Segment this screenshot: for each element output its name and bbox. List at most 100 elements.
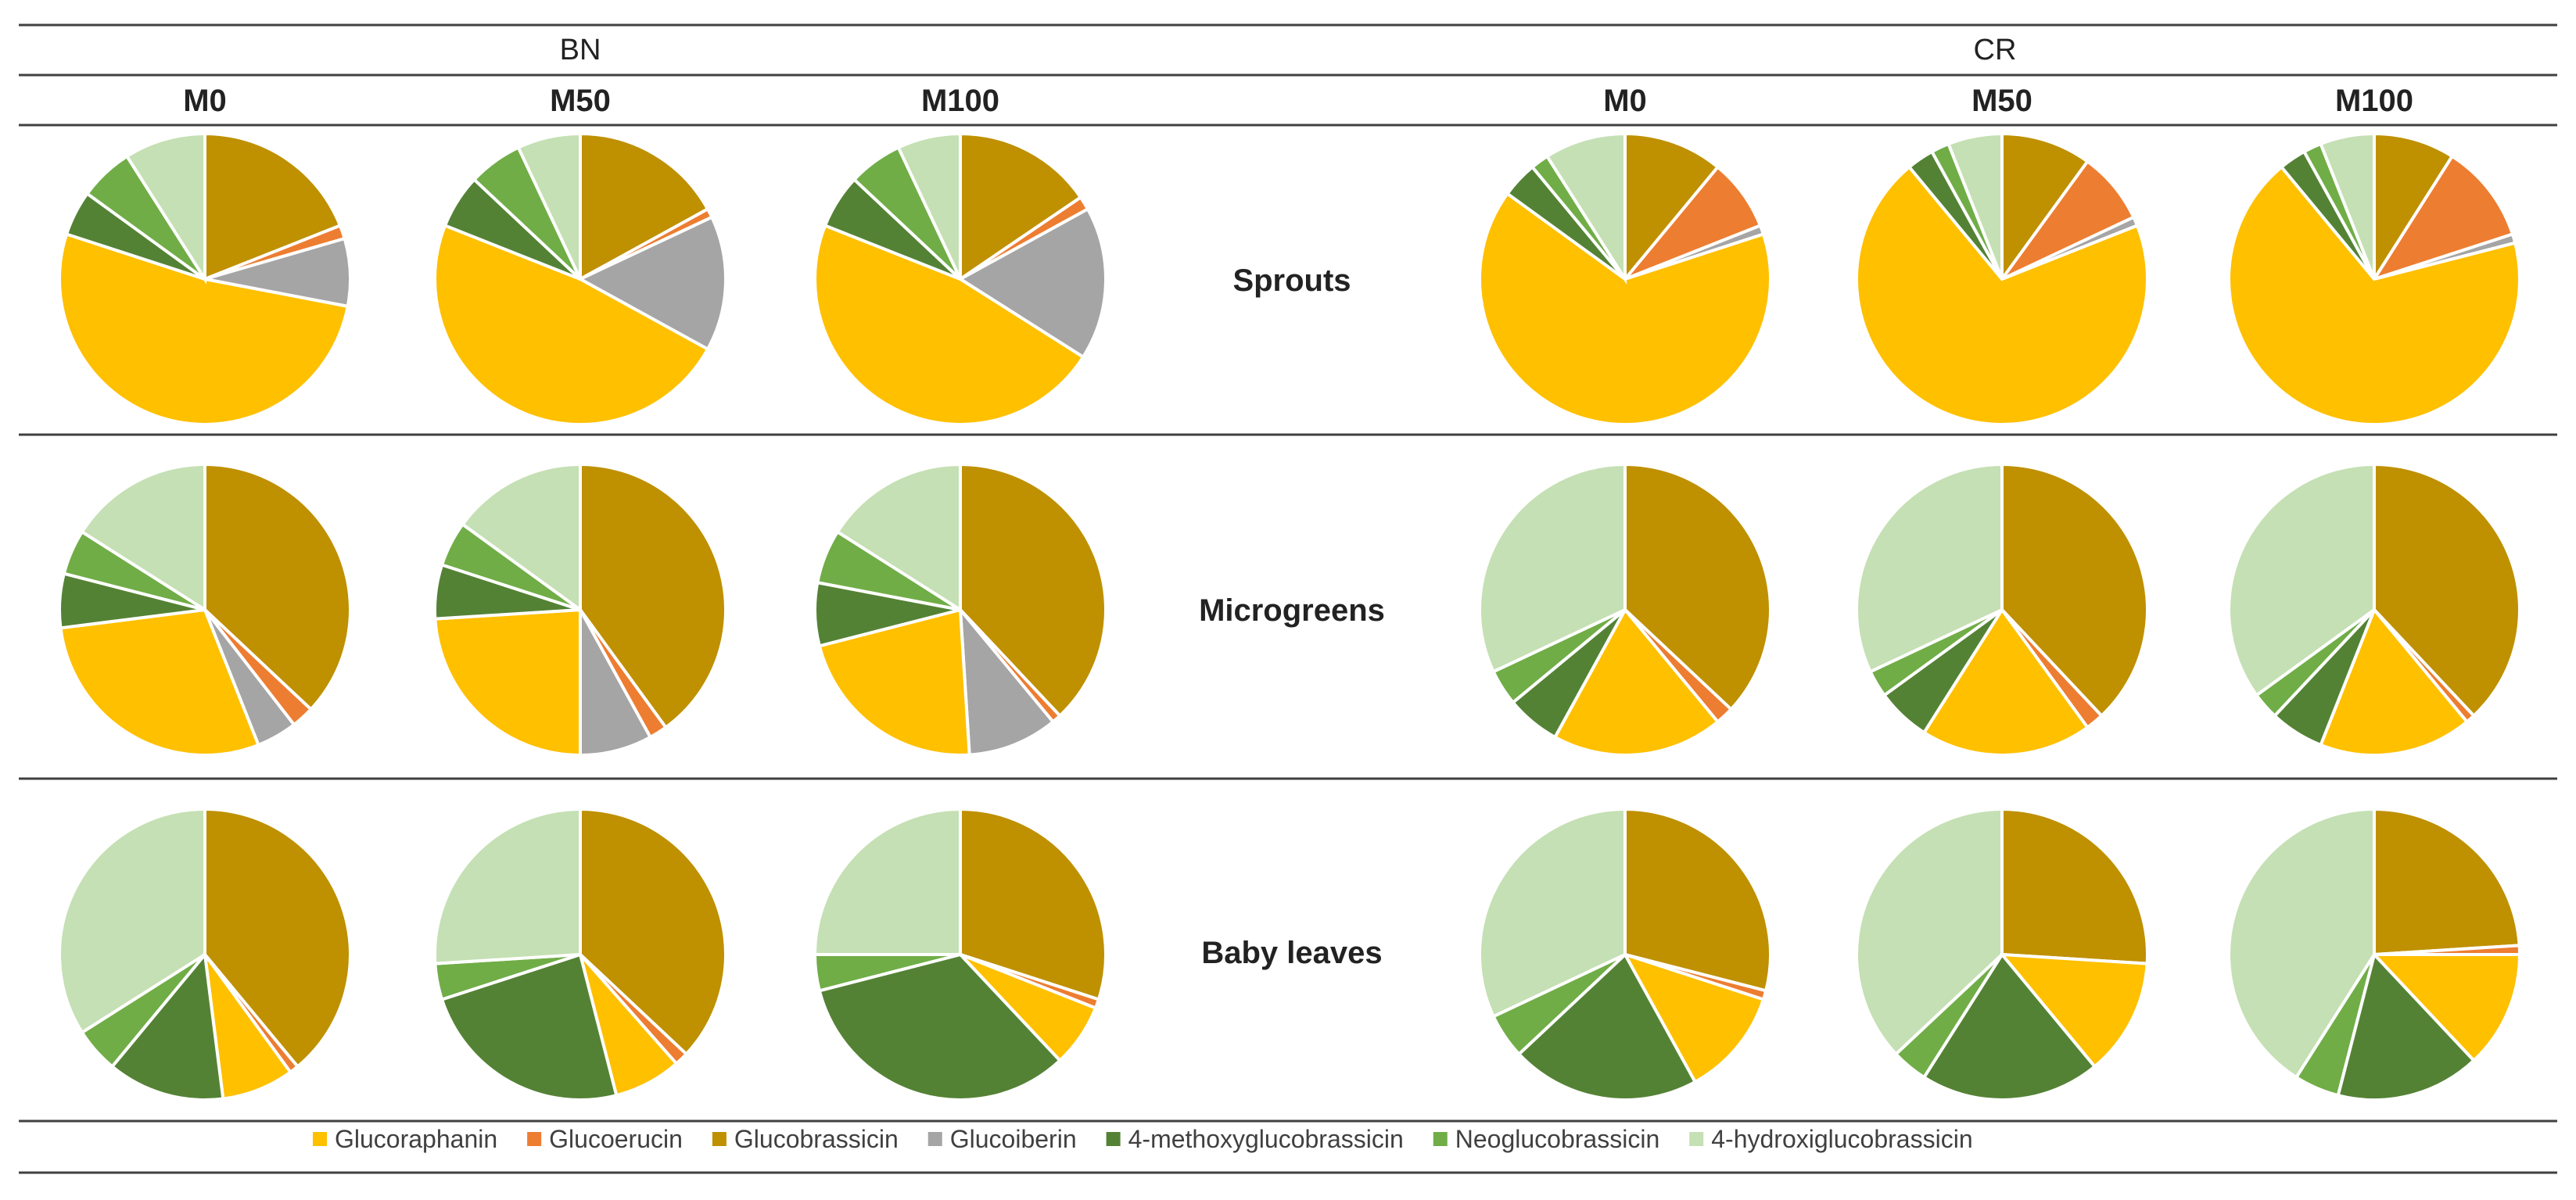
- legend-label: Glucoraphanin: [335, 1125, 497, 1153]
- slice-4-hydroxiglucobrassicin: [1545, 131, 1627, 285]
- slice-glucoraphanin: [813, 223, 1085, 426]
- slice-glucobrassicin: [579, 131, 710, 282]
- pie-cr-m100-sprouts: [2227, 131, 2521, 426]
- pie-cr-m100-baby-leaves: [2227, 807, 2522, 1101]
- pie-cr-m50-sprouts: [1855, 131, 2149, 426]
- pie-cr-m100-microgreens: [2227, 462, 2521, 757]
- level-header-bn-m0: M0: [183, 84, 227, 118]
- slice-glucobrassicin: [959, 462, 1107, 718]
- slice-4-methoxyglucobrassicin: [1921, 951, 2097, 1101]
- pie-bn-m50-microgreens: [433, 462, 727, 758]
- pie-cr-m50-microgreens: [1855, 462, 2149, 757]
- slice-glucobrassicin: [2000, 131, 2090, 285]
- level-header-cr-m50: M50: [1971, 84, 2032, 118]
- slice-glucoraphanin: [817, 607, 971, 757]
- slice-4-methoxyglucobrassicin: [2336, 951, 2477, 1101]
- pie-cr-m0-sprouts: [1478, 131, 1772, 426]
- legend-item-glucoraphanin: Glucoraphanin: [313, 1125, 497, 1153]
- slice-glucobrassicin: [579, 807, 727, 1057]
- slice-4-methoxyglucobrassicin: [439, 952, 619, 1101]
- slice-4-hydroxiglucobrassicin: [58, 807, 206, 1035]
- slice-glucoraphanin: [2227, 164, 2521, 426]
- pie-bn-m0-baby-leaves: [58, 807, 352, 1101]
- slice-glucoraphanin: [2370, 953, 2522, 1063]
- slice-4-hydroxiglucobrassicin: [2227, 807, 2376, 1080]
- level-header-cr-m0: M0: [1603, 84, 1647, 118]
- slice-4-hydroxiglucobrassicin: [124, 131, 206, 285]
- slice-glucobrassicin: [959, 807, 1107, 1002]
- slice-glucoraphanin: [1921, 607, 2090, 757]
- slice-glucoraphanin: [1621, 951, 1766, 1084]
- slice-glucobrassicin: [1623, 131, 1720, 284]
- level-header-bn-m100: M100: [921, 84, 999, 118]
- pie-cr-m50-baby-leaves: [1855, 807, 2149, 1101]
- slice-4-methoxyglucobrassicin: [817, 952, 1063, 1101]
- slice-4-hydroxiglucobrassicin: [1855, 807, 2004, 1057]
- slice-glucobrassicin: [959, 131, 1083, 282]
- slice-4-hydroxiglucobrassicin: [835, 462, 962, 613]
- legend-label: Glucoiberin: [950, 1125, 1077, 1153]
- slice-glucobrassicin: [203, 131, 343, 281]
- slice-4-hydroxiglucobrassicin: [1478, 462, 1627, 674]
- slice-glucoraphanin: [2318, 607, 2470, 757]
- pie-bn-m100-microgreens: [813, 462, 1107, 757]
- legend-label: 4-methoxyglucobrassicin: [1128, 1125, 1404, 1153]
- pie-bn-m0-microgreens: [58, 462, 352, 757]
- slice-4-hydroxiglucobrassicin: [516, 131, 582, 280]
- pie-cr-m0-baby-leaves: [1478, 807, 1772, 1101]
- slice-glucobrassicin: [2000, 462, 2149, 718]
- slice-glucoiberin: [957, 206, 1107, 360]
- legend-label: Glucobrassicin: [734, 1125, 899, 1153]
- legend-item-4-hydroxiglucobrassicin: 4-hydroxiglucobrassicin: [1689, 1125, 1973, 1153]
- slice-4-hydroxiglucobrassicin: [1946, 131, 2004, 280]
- row-label-microgreens: Microgreens: [1199, 593, 1385, 628]
- legend-item-4-methoxyglucobrassicin: 4-methoxyglucobrassicin: [1106, 1125, 1404, 1153]
- row-label-baby-leaves: Baby leaves: [1201, 936, 1382, 970]
- slice-4-methoxyglucobrassicin: [109, 951, 225, 1101]
- group-header-cr: CR: [1974, 34, 2017, 66]
- legend-swatch: [1689, 1132, 1704, 1146]
- slice-glucoraphanin: [433, 223, 710, 426]
- pie-bn-m100-baby-leaves: [813, 807, 1107, 1101]
- legend-label: 4-hydroxiglucobrassicin: [1711, 1125, 1972, 1153]
- group-header-bn: BN: [560, 34, 601, 66]
- legend-item-glucoiberin: Glucoiberin: [927, 1125, 1077, 1153]
- slice-4-hydroxiglucobrassicin: [1855, 462, 2004, 674]
- slice-glucobrassicin: [1623, 807, 1772, 993]
- legend-item-neoglucobrassicin: Neoglucobrassicin: [1433, 1125, 1659, 1153]
- slice-4-hydroxiglucobrassicin: [813, 807, 962, 956]
- slice-4-hydroxiglucobrassicin: [80, 462, 206, 613]
- slice-glucoraphanin: [58, 231, 350, 426]
- slice-glucoraphanin: [1552, 607, 1720, 757]
- legend-swatch: [1106, 1132, 1121, 1146]
- slice-glucobrassicin: [579, 462, 727, 730]
- pie-bn-m50-baby-leaves: [433, 807, 727, 1101]
- slice-glucoiberin: [576, 215, 727, 352]
- slice-glucobrassicin: [2000, 807, 2149, 965]
- legend-item-glucobrassicin: Glucobrassicin: [712, 1125, 899, 1153]
- slice-glucoerucin: [2370, 154, 2515, 282]
- row-label-sprouts: Sprouts: [1232, 263, 1351, 298]
- legend-item-glucoerucin: Glucoerucin: [527, 1125, 683, 1153]
- slice-4-hydroxiglucobrassicin: [433, 807, 582, 965]
- slice-glucoraphanin: [1478, 191, 1772, 426]
- legend-swatch: [527, 1132, 542, 1146]
- slice-glucobrassicin: [2373, 131, 2455, 285]
- slice-glucoiberin: [958, 604, 1056, 757]
- pie-cr-m0-microgreens: [1478, 462, 1772, 757]
- slice-glucoraphanin: [433, 607, 582, 758]
- slice-glucobrassicin: [2373, 807, 2521, 957]
- pie-bn-m0-sprouts: [58, 131, 352, 426]
- legend-label: Glucoerucin: [549, 1125, 683, 1153]
- slice-4-hydroxiglucobrassicin: [2318, 131, 2376, 280]
- level-header-cr-m100: M100: [2335, 84, 2413, 118]
- slice-glucobrassicin: [2373, 462, 2521, 718]
- legend-swatch: [1433, 1132, 1448, 1146]
- legend-swatch: [927, 1132, 942, 1146]
- pie-bn-m100-sprouts: [813, 131, 1107, 426]
- legend-label: Neoglucobrassicin: [1455, 1125, 1659, 1153]
- pies-layer: [58, 131, 2522, 1101]
- slice-glucobrassicin: [203, 807, 352, 1069]
